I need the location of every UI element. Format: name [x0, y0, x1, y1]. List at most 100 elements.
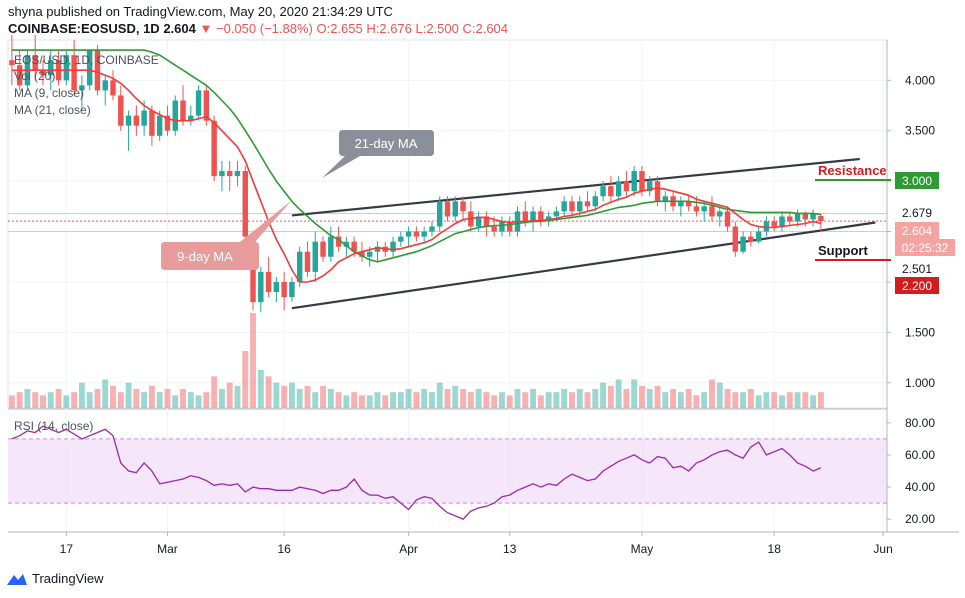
- volume-bar: [755, 395, 762, 408]
- volume-bar: [724, 389, 731, 408]
- legend-title[interactable]: EOS/USD, 1D, COINBASE: [14, 53, 159, 67]
- candle-body: [86, 50, 93, 86]
- candle-body: [312, 241, 318, 272]
- candle-body: [335, 236, 342, 247]
- volume-bar: [576, 389, 583, 408]
- candle-body: [219, 171, 225, 177]
- footer-brand[interactable]: TradingView: [6, 571, 104, 586]
- price-tick-label: 4.000: [905, 73, 935, 87]
- volume-bar: [211, 376, 218, 408]
- ohlc-values: O:2.655 H:2.676 L:2.500 C:2.604: [316, 21, 509, 36]
- price-tags: 3.000 2.679 2.604 02:25:32 2.501 2.200: [895, 172, 955, 294]
- candle-body: [16, 65, 23, 86]
- price-change: −0.050 (−1.88%): [216, 21, 313, 36]
- candle-body: [390, 241, 396, 252]
- volume-bar: [569, 392, 575, 408]
- volume-bar: [553, 392, 560, 408]
- candle-body: [281, 281, 287, 298]
- candle-body: [794, 213, 801, 222]
- candle-body: [304, 251, 311, 272]
- tag-low-line: 2.501: [902, 262, 932, 276]
- candle-body: [405, 231, 412, 237]
- volume-bar: [78, 382, 85, 408]
- candle-body: [398, 236, 404, 242]
- volume-bar: [94, 389, 101, 408]
- candle-body: [507, 221, 513, 232]
- volume-bar: [685, 389, 692, 408]
- candle-body: [592, 196, 599, 207]
- volume-bar: [148, 385, 155, 408]
- candle-body: [717, 211, 723, 217]
- candle-body: [452, 201, 459, 217]
- candle-body: [242, 171, 248, 237]
- candle-body: [9, 60, 15, 66]
- candle-body: [654, 181, 661, 202]
- candle-body: [685, 201, 692, 207]
- candle-body: [499, 221, 505, 232]
- rsi-tick-label: 80.00: [905, 416, 935, 430]
- candle-body: [265, 271, 272, 293]
- volume-bar: [218, 389, 225, 408]
- volume-bar: [786, 392, 793, 408]
- volume-bar: [467, 392, 474, 408]
- candle-body: [141, 110, 147, 126]
- volume-bar: [117, 392, 124, 408]
- volume-bar: [530, 389, 537, 408]
- volume-bar: [421, 389, 428, 408]
- candle-body: [366, 251, 373, 257]
- candle-body: [421, 231, 427, 237]
- candle-body: [195, 90, 202, 116]
- volume-bar: [639, 385, 645, 408]
- volume-bar: [250, 313, 256, 408]
- price-tick-label: 1.000: [905, 376, 935, 390]
- tag-last: 2.604: [902, 224, 932, 238]
- volume-bar: [288, 382, 295, 408]
- candle-body: [203, 90, 210, 121]
- candle-body: [79, 85, 85, 91]
- candle-body: [149, 110, 155, 136]
- candle-body: [522, 211, 529, 222]
- tag-resistance: 3.000: [902, 174, 932, 188]
- candle-body: [164, 115, 171, 131]
- publish-info: shyna published on TradingView.com, May …: [8, 4, 393, 19]
- candle-body: [188, 115, 194, 121]
- candle-body: [631, 171, 637, 192]
- volume-bar: [802, 392, 809, 408]
- candle-body: [569, 201, 575, 212]
- price-tick-label: 3.500: [905, 124, 935, 138]
- volume-bar: [444, 389, 451, 408]
- legend-ma21[interactable]: MA (21, close): [14, 103, 91, 117]
- volume-bar: [709, 379, 715, 408]
- time-tick-label: 18: [768, 542, 782, 556]
- candle-body: [118, 95, 124, 126]
- time-tick-label: May: [631, 542, 654, 556]
- volume-bar: [273, 382, 280, 408]
- candle-body: [343, 241, 350, 247]
- volume-bar: [413, 392, 420, 408]
- candle-body: [328, 236, 334, 257]
- volume-bar: [335, 392, 342, 408]
- time-tick-label: 13: [503, 542, 517, 556]
- candle-body: [94, 50, 101, 91]
- volume-bar: [24, 389, 31, 408]
- legend-rsi[interactable]: RSI (14, close): [14, 419, 94, 433]
- candle-body: [48, 60, 54, 76]
- volume-bar: [47, 392, 54, 408]
- volume-bar: [662, 392, 669, 408]
- candle-body: [351, 241, 357, 252]
- ma9-callout: 9-day MA: [161, 200, 292, 270]
- volume-bar: [242, 351, 249, 408]
- volume-bar: [366, 395, 373, 408]
- candle-body: [180, 100, 186, 121]
- volume-bar: [615, 379, 622, 408]
- volume-bar: [358, 395, 365, 408]
- volume-bar: [343, 395, 350, 408]
- candle-body: [600, 186, 606, 197]
- volume-bar: [592, 389, 599, 408]
- legend-ma9[interactable]: MA (9, close): [14, 86, 85, 100]
- legend-vol[interactable]: Vol (20): [14, 69, 56, 83]
- volume-bar: [732, 392, 739, 408]
- volume-bar: [561, 389, 568, 408]
- volume-bar: [133, 389, 140, 408]
